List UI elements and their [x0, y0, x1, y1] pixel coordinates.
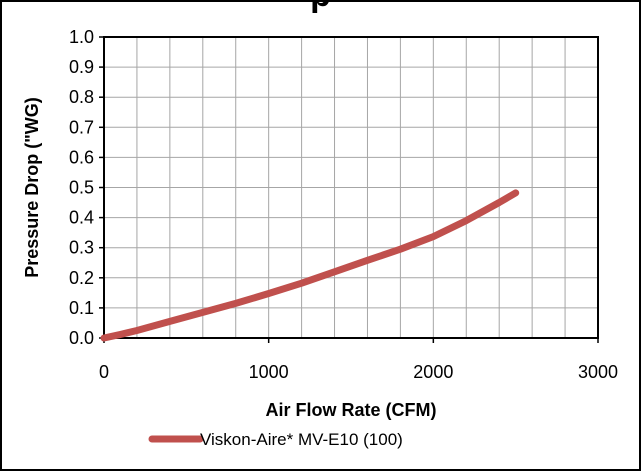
- y-tick-label: 1.0: [69, 27, 94, 47]
- y-tick-label: 0.1: [69, 298, 94, 318]
- y-tick-label: 0.2: [69, 268, 94, 288]
- x-tick-label: 3000: [578, 362, 618, 382]
- series-line-viskon-aire: [100, 189, 520, 342]
- y-tick-label: 0.6: [69, 147, 94, 167]
- legend: Viskon-Aire* MV-E10 (100): [148, 430, 403, 449]
- x-axis-title: Air Flow Rate (CFM): [266, 400, 437, 420]
- y-tick-label: 0.3: [69, 238, 94, 258]
- x-tick-label: 2000: [413, 362, 453, 382]
- y-tick-label: 0.8: [69, 87, 94, 107]
- y-tick-label: 0.9: [69, 57, 94, 77]
- y-tick-label: 0.4: [69, 208, 94, 228]
- grid-lines: [104, 37, 598, 338]
- y-tick-label: 0.5: [69, 178, 94, 198]
- legend-label-viskon-aire: Viskon-Aire* MV-E10 (100): [200, 430, 403, 449]
- y-axis-ticks: 0.0 0.1 0.2 0.3 0.4 0.5 0.6 0.7 0.8 0.9 1.0: [69, 27, 104, 348]
- y-tick-label: 0.7: [69, 117, 94, 137]
- chart-title-fragment: p: [0, 0, 641, 15]
- x-tick-label: 1000: [249, 362, 289, 382]
- x-tick-label: 0: [99, 362, 109, 382]
- y-tick-label: 0.0: [69, 328, 94, 348]
- x-axis-ticks: 0 1000 2000 3000: [99, 338, 618, 382]
- y-axis-title: Pressure Drop ("WG): [22, 97, 42, 278]
